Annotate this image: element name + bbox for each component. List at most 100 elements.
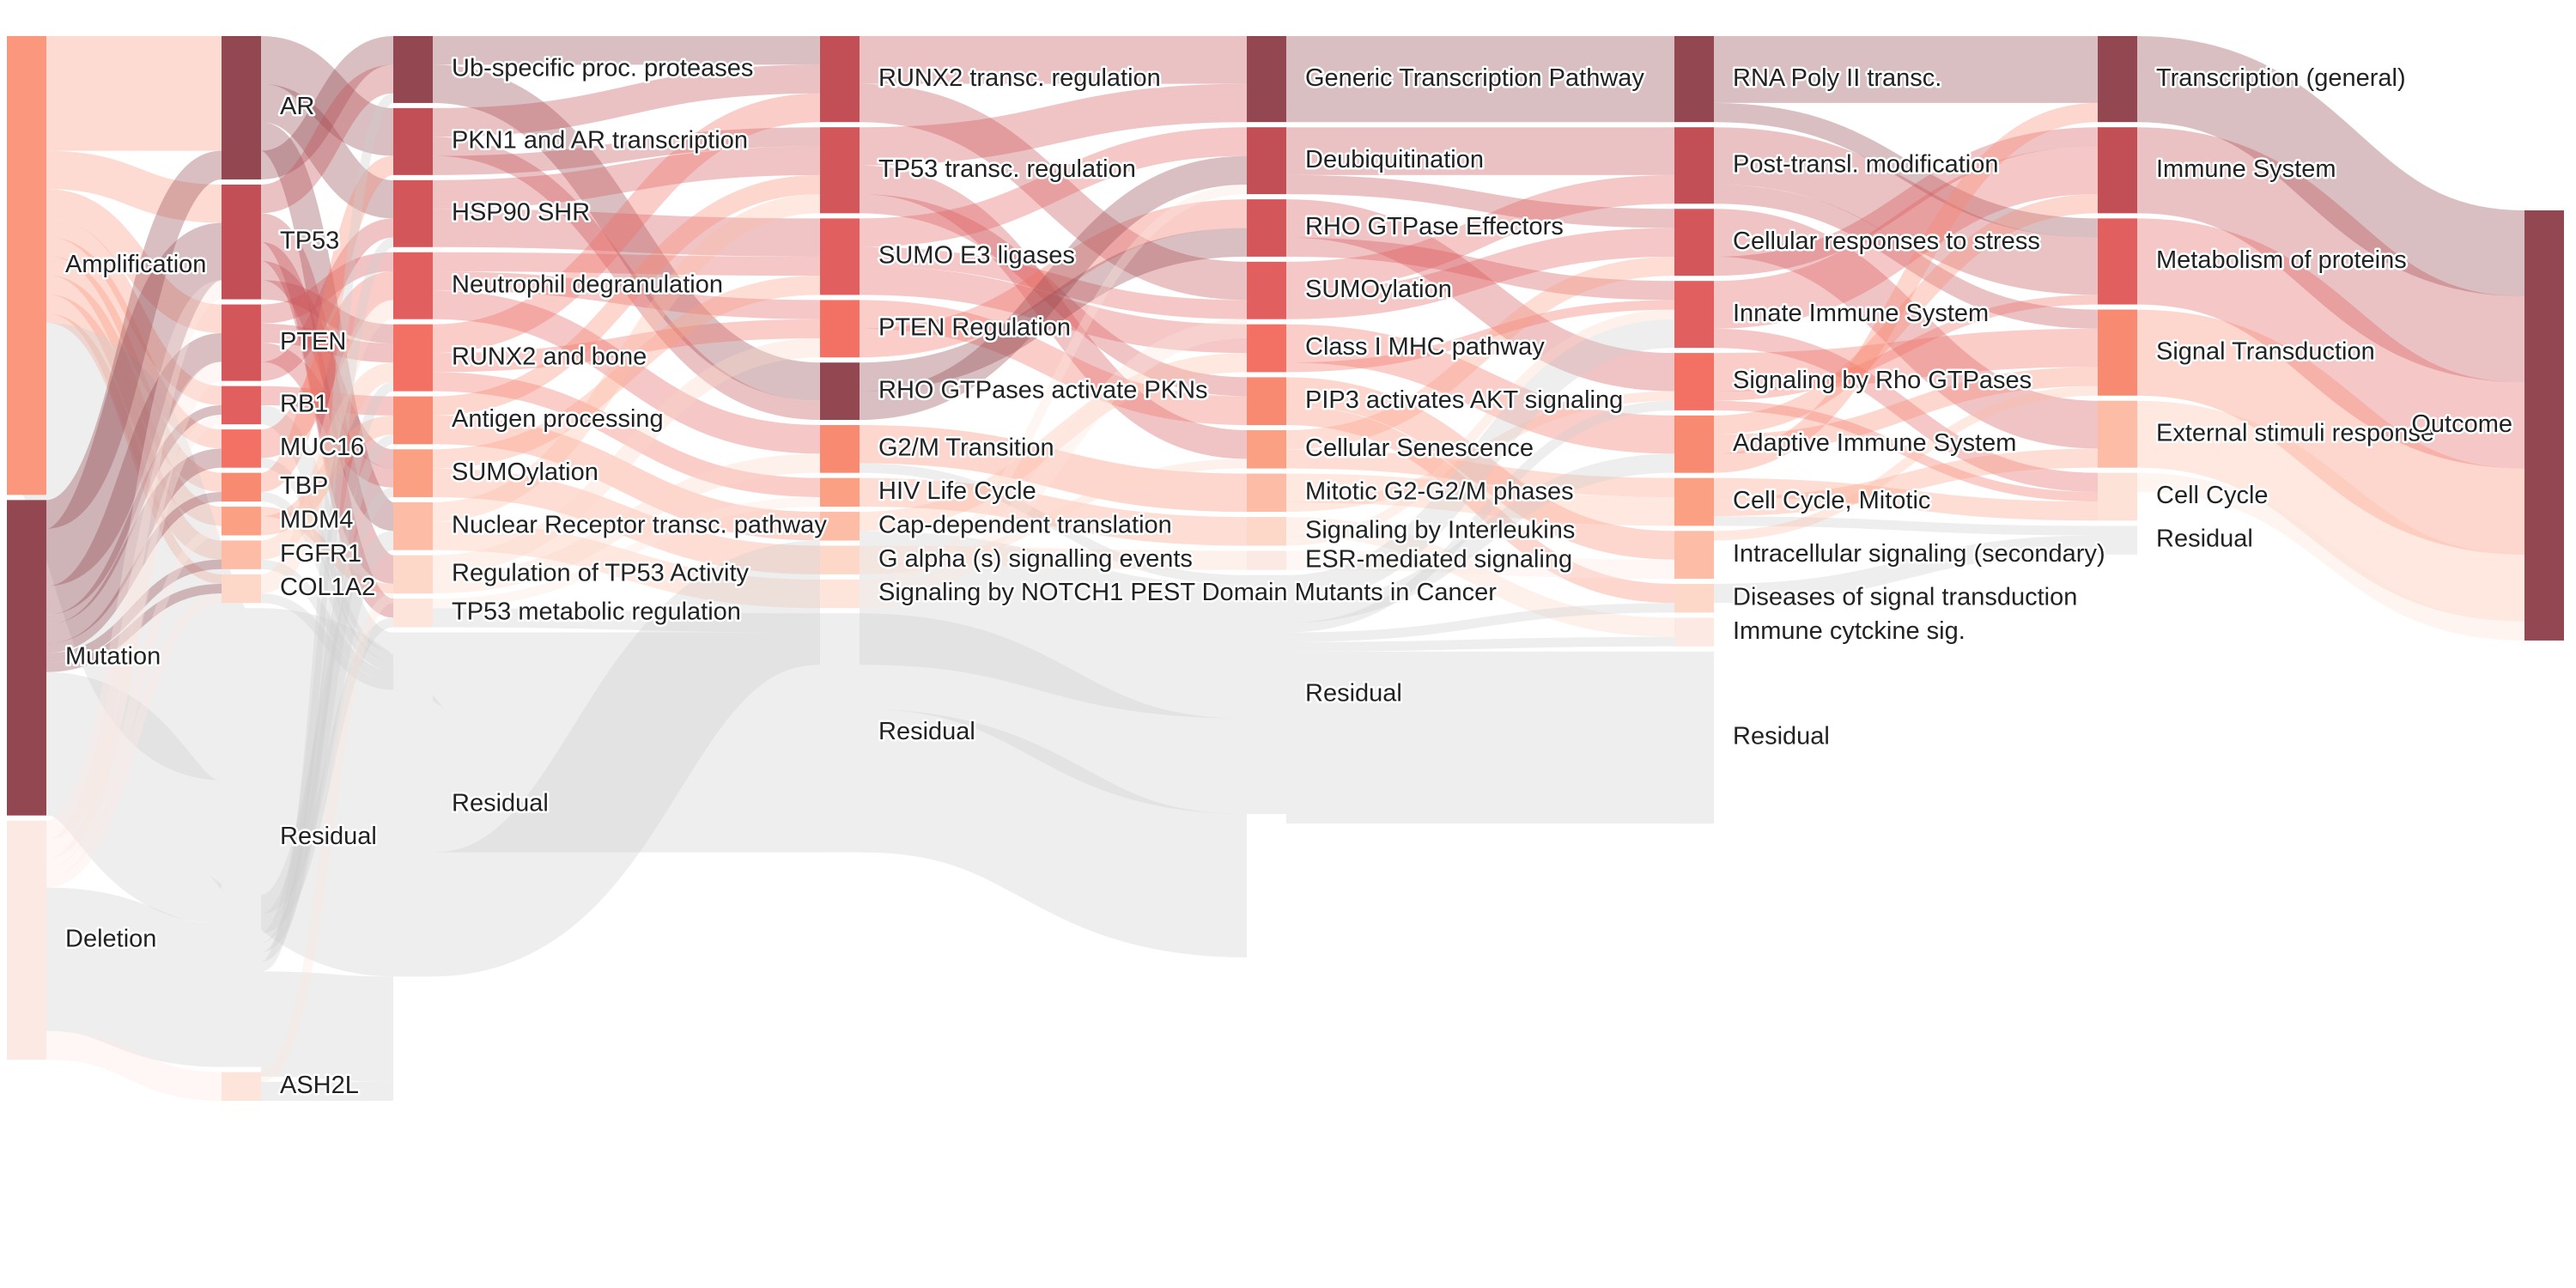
link-residual4-to-diseasesig	[1285, 603, 1675, 642]
link-residual1-to-residual2	[205, 608, 449, 977]
node-senesc[interactable]	[1247, 430, 1286, 469]
node-ar[interactable]	[222, 36, 261, 179]
node-extstim[interactable]	[2098, 400, 2137, 468]
node-ash2l[interactable]	[222, 1072, 261, 1101]
node-outcome[interactable]	[2524, 210, 2564, 641]
node-mhc1[interactable]	[1247, 324, 1286, 373]
node-hsp90[interactable]	[393, 179, 433, 247]
node-adaptive[interactable]	[1674, 415, 1714, 473]
node-rnapol[interactable]	[1674, 36, 1714, 123]
link-ptm-to-metprot	[1713, 127, 2099, 295]
node-label-transcr: Transcription (general)	[2156, 64, 2406, 92]
node-ptenreg[interactable]	[820, 300, 860, 358]
node-sigtrans[interactable]	[2098, 309, 2137, 396]
node-runx2tr[interactable]	[820, 36, 860, 123]
node-deub[interactable]	[1247, 127, 1286, 195]
node-residual6[interactable]	[2098, 526, 2137, 555]
node-tp53[interactable]	[222, 184, 261, 300]
node-label-hiv: HIV Life Cycle	[878, 477, 1036, 505]
link-sumo2-to-sumoe3	[432, 276, 821, 469]
link-cellcyclemit-to-cellcycle	[1713, 477, 2099, 521]
node-interleuk[interactable]	[1247, 517, 1286, 546]
node-cellcycle[interactable]	[2098, 472, 2137, 521]
link-immune-to-outcome	[2136, 127, 2526, 383]
node-immune[interactable]	[2098, 127, 2137, 214]
link-residual1-to-runx2bone	[259, 381, 395, 963]
node-sigrho[interactable]	[1674, 353, 1714, 410]
node-nrtp[interactable]	[393, 501, 433, 550]
node-cellcyclemit[interactable]	[1674, 477, 1714, 526]
node-galpha[interactable]	[820, 545, 860, 574]
node-esr[interactable]	[1247, 550, 1286, 570]
node-pkn1[interactable]	[393, 107, 433, 175]
link-residual2-to-capdep	[429, 540, 823, 977]
node-gtp[interactable]	[1247, 36, 1286, 123]
node-muc16[interactable]	[222, 429, 261, 468]
link-ar-to-ubsp	[259, 36, 395, 179]
node-label-stress: Cellular responses to stress	[1733, 228, 2040, 255]
node-label-neutro: Neutrophil degranulation	[452, 270, 723, 298]
node-intracell[interactable]	[1674, 531, 1714, 579]
node-tbp[interactable]	[222, 472, 261, 502]
link-ar-to-pkn1	[259, 36, 395, 156]
node-rhoeff[interactable]	[1247, 199, 1286, 257]
node-label-mutation: Mutation	[65, 643, 161, 671]
node-pten[interactable]	[222, 304, 261, 381]
node-pip3[interactable]	[1247, 377, 1286, 426]
node-label-muc16: MUC16	[280, 434, 364, 461]
node-fgfr1[interactable]	[222, 540, 261, 569]
link-sumoe3-to-deub	[859, 127, 1248, 247]
node-cytokine[interactable]	[1674, 617, 1714, 647]
link-tp53-to-sumo2	[259, 261, 395, 469]
link-capdep-to-mhc1	[859, 353, 1248, 532]
node-residual3[interactable]	[820, 613, 860, 853]
link-stress-to-immune	[1713, 127, 2099, 276]
node-sumoe3[interactable]	[820, 218, 860, 295]
node-capdep[interactable]	[820, 512, 860, 541]
link-intracell-to-sigtrans	[1713, 386, 2099, 541]
node-label-tp53tr: TP53 transc. regulation	[878, 155, 1136, 183]
node-sumo2[interactable]	[393, 449, 433, 497]
node-metprot[interactable]	[2098, 218, 2137, 305]
node-innate[interactable]	[1674, 281, 1714, 349]
link-rhoeff-to-sigrho	[1285, 199, 1675, 392]
node-neutro[interactable]	[393, 252, 433, 319]
node-transcr[interactable]	[2098, 36, 2137, 123]
node-ptm[interactable]	[1674, 127, 1714, 204]
node-residual2[interactable]	[393, 632, 433, 977]
node-g2m[interactable]	[820, 425, 860, 473]
node-hiv[interactable]	[820, 477, 860, 507]
node-label-regtp53: Regulation of TP53 Activity	[452, 560, 750, 587]
node-residual4[interactable]	[1247, 574, 1286, 815]
node-col1a2[interactable]	[222, 574, 261, 604]
node-tp53met[interactable]	[393, 598, 433, 628]
node-sumo4[interactable]	[1247, 261, 1286, 319]
link-deletion-to-col1a2	[46, 593, 222, 888]
link-galpha-to-senesc	[859, 459, 1248, 574]
node-mutation[interactable]	[7, 500, 46, 816]
node-amplification[interactable]	[7, 36, 46, 495]
link-ubsp-to-rhopkn	[432, 64, 821, 401]
node-label-outcome: Outcome	[2411, 410, 2512, 438]
node-stress[interactable]	[1674, 209, 1714, 276]
link-regtp53-to-g2m	[432, 453, 821, 594]
node-notch1[interactable]	[820, 579, 860, 609]
link-g2m-to-residual4	[859, 463, 1248, 585]
link-mhc1-to-innate	[1285, 300, 1675, 373]
node-mitg2[interactable]	[1247, 473, 1286, 513]
node-tp53tr[interactable]	[820, 127, 860, 214]
node-ubsp[interactable]	[393, 36, 433, 103]
node-mdm4[interactable]	[222, 507, 261, 536]
node-runx2bone[interactable]	[393, 324, 433, 392]
link-deletion-to-pten	[45, 361, 223, 860]
node-rhopkn[interactable]	[820, 362, 860, 421]
node-rb1[interactable]	[222, 386, 261, 425]
node-label-residual3: Residual	[878, 718, 975, 745]
node-residual1[interactable]	[222, 608, 261, 1067]
link-capdep-to-residual4	[859, 531, 1248, 719]
node-deletion[interactable]	[7, 820, 46, 1060]
node-residual5[interactable]	[1674, 651, 1714, 824]
node-antigen[interactable]	[393, 396, 433, 445]
node-regtp53[interactable]	[393, 555, 433, 594]
node-diseasesig[interactable]	[1674, 584, 1714, 613]
